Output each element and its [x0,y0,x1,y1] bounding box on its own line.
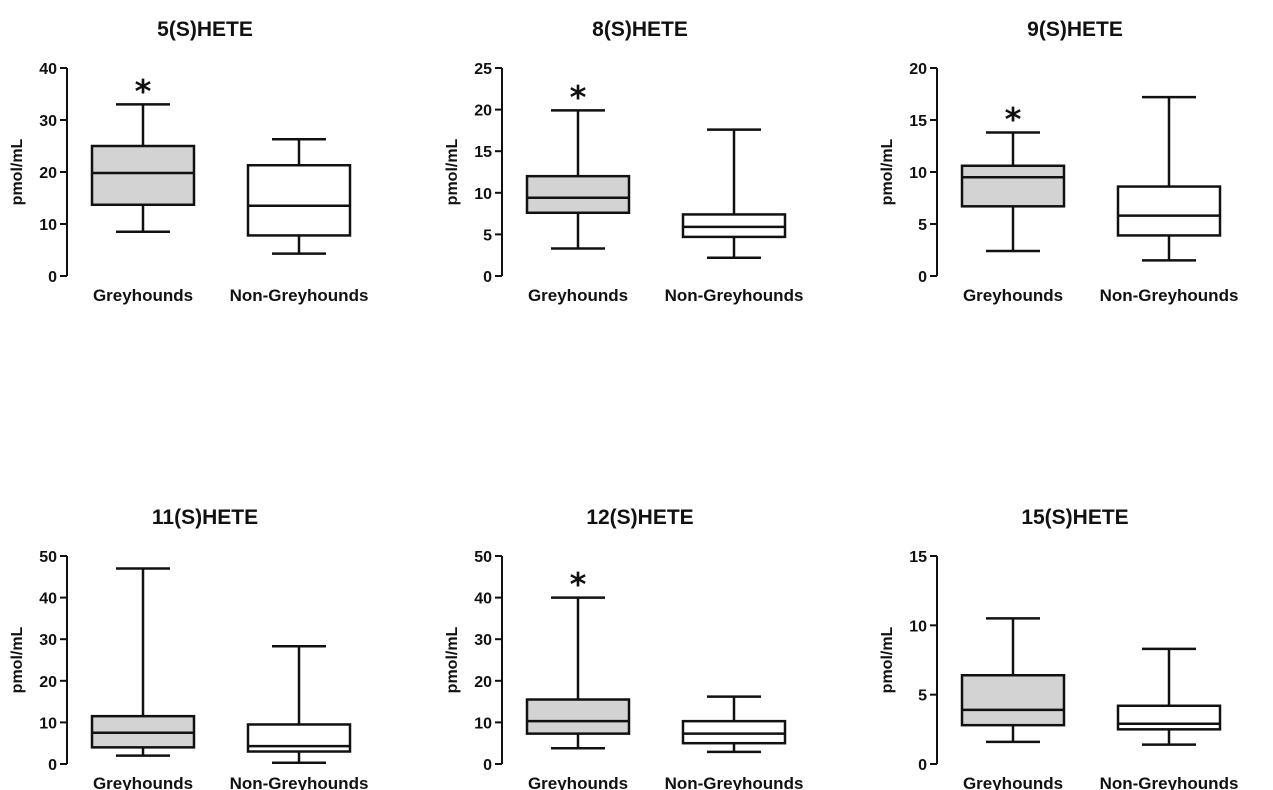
y-tick-label: 0 [483,757,492,774]
iqr-box [90,144,196,207]
y-tick-label: 20 [909,61,927,78]
chart-svg: 12(S)HETE pmol/mL 0 10 20 30 40 50 * Greyhounds No… [444,506,804,790]
y-tick-label: 30 [39,632,57,649]
chart-panel-5s-hete: 5(S)HETE pmol/mL 0 10 20 30 40 * Greyhounds Non-G… [0,0,410,305]
iqr-box [246,163,352,237]
chart-panel-9s-hete: 9(S)HETE pmol/mL 0 5 10 15 20 * Greyhounds Non-Gr… [870,0,1273,305]
box-non-greyhounds [246,645,352,765]
y-tick-label: 5 [918,688,927,705]
y-tick-label: 10 [39,217,57,234]
y-tick-label: 40 [39,591,57,608]
box-greyhounds: * [960,100,1066,253]
y-tick-label: 5 [918,217,927,234]
y-tick-label: 50 [39,549,57,566]
y-tick-label: 10 [909,618,927,635]
x-category-label: Greyhounds [93,286,193,305]
y-tick-label: 5 [483,227,492,244]
x-category-label: Non-Greyhounds [1100,774,1239,790]
y-tick-label: 30 [474,632,492,649]
x-category-label: Greyhounds [963,774,1063,790]
chart-title: 15(S)HETE [1021,506,1128,529]
box-non-greyhounds [1116,95,1222,262]
y-tick-label: 10 [474,186,492,203]
box-greyhounds: * [525,566,631,750]
significance-asterisk: * [1005,100,1022,138]
chart-panel-8s-hete: 8(S)HETE pmol/mL 0 5 10 15 20 25 * Greyhounds Non-… [435,0,845,305]
y-tick-label: 0 [48,269,57,286]
y-tick-label: 0 [483,269,492,286]
x-category-label: Greyhounds [528,774,628,790]
chart-panel-15s-hete: 15(S)HETE pmol/mL 0 5 10 15 Greyhounds Non-Grey… [870,488,1273,790]
chart-title: 9(S)HETE [1027,18,1123,41]
y-tick-label: 50 [474,549,492,566]
y-tick-label: 15 [909,113,927,130]
y-axis-label: pmol/mL [879,138,896,205]
x-category-label: Greyhounds [963,286,1063,305]
y-tick-label: 15 [474,144,492,161]
chart-title: 8(S)HETE [592,18,688,41]
y-tick-label: 15 [909,549,927,566]
significance-asterisk: * [570,78,587,116]
box-non-greyhounds [681,695,787,754]
chart-title: 5(S)HETE [157,18,253,41]
x-category-label: Greyhounds [93,774,193,790]
iqr-box [1116,185,1222,237]
y-tick-label: 10 [474,715,492,732]
iqr-box [525,174,631,215]
iqr-box [960,674,1066,727]
y-tick-label: 40 [474,591,492,608]
x-category-label: Non-Greyhounds [230,286,369,305]
significance-asterisk: * [135,72,152,110]
significance-asterisk: * [570,566,587,604]
y-tick-label: 20 [474,674,492,691]
y-axis-label: pmol/mL [444,626,461,693]
x-category-label: Non-Greyhounds [230,774,369,790]
y-tick-label: 40 [39,61,57,78]
x-category-label: Non-Greyhounds [1100,286,1239,305]
iqr-box [960,164,1066,208]
y-tick-label: 20 [39,674,57,691]
box-greyhounds: * [90,72,196,234]
chart-svg: 11(S)HETE pmol/mL 0 10 20 30 40 50 Greyhounds Non… [9,506,369,790]
chart-svg: 8(S)HETE pmol/mL 0 5 10 15 20 25 * Greyhounds Non-… [444,18,803,305]
x-category-label: Non-Greyhounds [665,774,804,790]
chart-svg: 5(S)HETE pmol/mL 0 10 20 30 40 * Greyhounds Non-G… [9,18,368,305]
box-greyhounds [960,617,1066,744]
chart-panel-12s-hete: 12(S)HETE pmol/mL 0 10 20 30 40 50 * Greyhounds No… [435,488,845,790]
box-greyhounds: * [525,78,631,250]
x-category-label: Non-Greyhounds [665,286,804,305]
y-tick-label: 0 [918,269,927,286]
chart-svg: 9(S)HETE pmol/mL 0 5 10 15 20 * Greyhounds Non-Gr… [879,18,1238,305]
chart-title: 12(S)HETE [586,506,693,529]
iqr-box [246,723,352,753]
y-tick-label: 0 [48,757,57,774]
iqr-box [681,719,787,745]
box-non-greyhounds [1116,647,1222,746]
y-axis-label: pmol/mL [444,138,461,205]
x-category-label: Greyhounds [528,286,628,305]
y-tick-label: 30 [39,113,57,130]
y-tick-label: 20 [474,103,492,120]
chart-svg: 15(S)HETE pmol/mL 0 5 10 15 Greyhounds Non-Grey… [879,506,1239,790]
y-tick-label: 25 [474,61,492,78]
y-tick-label: 20 [39,165,57,182]
y-tick-label: 10 [909,165,927,182]
y-axis-label: pmol/mL [9,626,26,693]
chart-title: 11(S)HETE [152,506,258,529]
y-axis-label: pmol/mL [879,626,896,693]
box-non-greyhounds [681,128,787,259]
y-axis-label: pmol/mL [9,138,26,205]
iqr-box [1116,704,1222,731]
iqr-box [525,698,631,735]
box-greyhounds [90,567,196,757]
chart-panel-11s-hete: 11(S)HETE pmol/mL 0 10 20 30 40 50 Greyhounds Non… [0,488,410,790]
y-tick-label: 10 [39,715,57,732]
y-tick-label: 0 [918,757,927,774]
box-non-greyhounds [246,137,352,255]
